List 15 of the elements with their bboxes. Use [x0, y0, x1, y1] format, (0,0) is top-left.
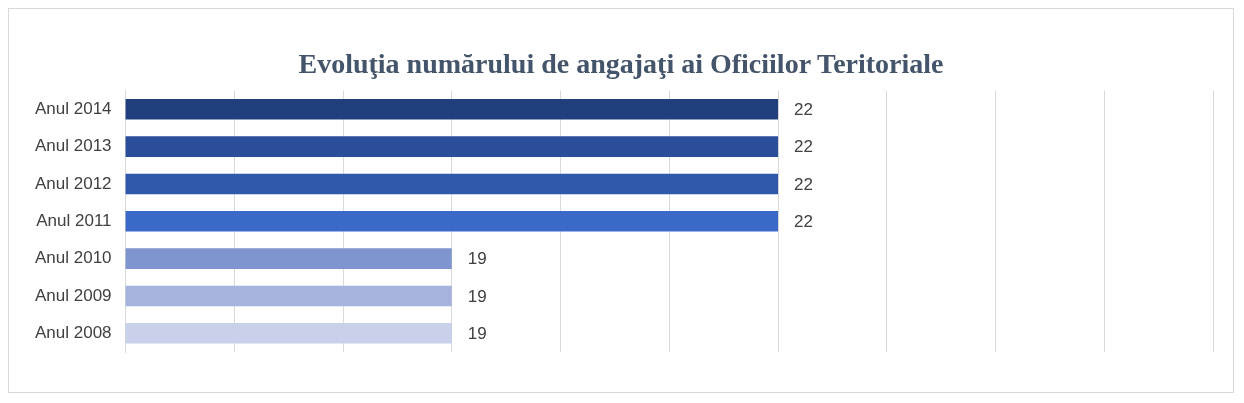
data-label: 22	[794, 99, 813, 119]
y-tick-label: Anul 2011	[36, 210, 112, 230]
data-label: 19	[467, 249, 487, 269]
data-label: 22	[794, 137, 813, 157]
data-label: 19	[467, 324, 487, 344]
y-tick-label: Anul 2013	[34, 136, 112, 156]
y-tick-label: Anul 2014	[34, 98, 112, 118]
y-tick-label: Anul 2008	[34, 323, 112, 343]
data-label: 22	[794, 211, 813, 231]
data-label: 22	[794, 174, 813, 194]
y-tick-label: Anul 2010	[34, 248, 112, 268]
data-label: 19	[467, 286, 487, 306]
y-tick-label: Anul 2012	[34, 173, 112, 193]
chart-title: Evoluţia numărului de angajaţi ai Oficiilor Teritoriale	[298, 48, 944, 80]
y-tick-label: Anul 2009	[34, 285, 112, 305]
